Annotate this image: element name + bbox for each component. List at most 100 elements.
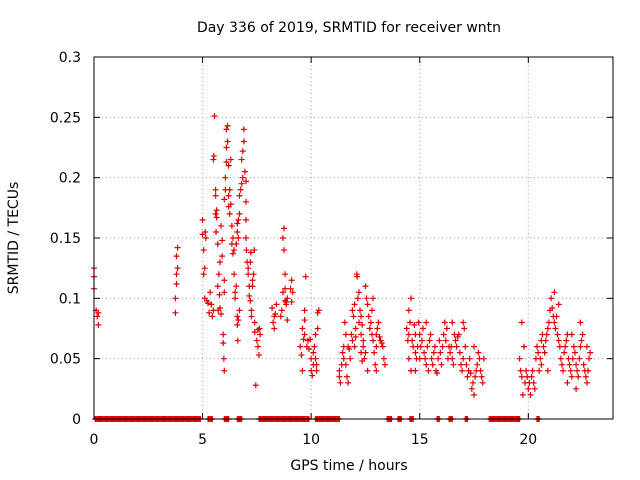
data-point <box>245 271 252 278</box>
data-point <box>345 379 352 386</box>
data-point <box>302 273 309 280</box>
data-point <box>360 343 367 350</box>
data-point <box>235 317 242 324</box>
data-point <box>421 349 428 356</box>
data-point <box>235 235 242 241</box>
data-point <box>350 313 357 320</box>
data-point <box>311 343 318 350</box>
data-point <box>233 283 240 290</box>
data-point <box>219 237 226 244</box>
data-point <box>243 198 250 205</box>
data-point <box>542 337 549 344</box>
data-point <box>417 343 424 350</box>
data-point <box>362 283 369 290</box>
chart-title: Day 336 of 2019, SRMTID for receiver wnt… <box>197 20 501 36</box>
data-point <box>405 355 412 362</box>
data-point <box>223 144 230 151</box>
data-point <box>220 339 227 346</box>
data-point <box>249 283 256 290</box>
data-point <box>95 309 102 316</box>
data-point <box>441 319 448 326</box>
data-point <box>283 298 290 305</box>
data-point <box>551 289 558 296</box>
data-point <box>224 138 231 145</box>
data-point <box>538 361 545 368</box>
data-point <box>423 361 430 368</box>
data-point <box>225 162 232 169</box>
data-point <box>342 331 349 338</box>
data-point <box>301 307 308 314</box>
data-point <box>455 331 462 338</box>
data-point <box>447 349 454 356</box>
data-point <box>358 313 365 320</box>
data-point <box>243 216 250 223</box>
data-point <box>568 331 575 338</box>
data-point <box>531 385 538 392</box>
data-point <box>277 313 284 320</box>
data-point <box>314 325 321 332</box>
data-point <box>281 247 288 254</box>
data-point <box>216 304 223 311</box>
data-point <box>256 352 263 359</box>
data-point <box>227 201 234 208</box>
data-point <box>471 343 478 350</box>
data-point <box>544 325 551 332</box>
data-point <box>535 349 542 356</box>
data-point <box>370 337 377 344</box>
data-point <box>239 148 246 155</box>
data-point <box>299 367 306 374</box>
data-point <box>205 300 212 307</box>
data-point <box>352 325 359 332</box>
data-point <box>288 277 295 284</box>
data-point <box>423 319 430 326</box>
y-axis-label: SRMTID / TECUs <box>6 182 22 295</box>
data-point <box>220 355 227 362</box>
data-point <box>475 349 482 356</box>
data-point <box>578 337 585 344</box>
data-point <box>580 361 587 368</box>
data-point <box>463 361 470 368</box>
data-point <box>536 367 543 374</box>
data-point <box>342 361 349 368</box>
data-point <box>355 319 362 326</box>
data-point <box>358 349 365 356</box>
data-point <box>214 283 221 290</box>
data-point <box>173 280 180 287</box>
data-point <box>211 113 218 120</box>
data-point <box>219 253 226 260</box>
data-point <box>312 355 319 362</box>
data-point <box>577 343 584 350</box>
data-point <box>479 379 486 386</box>
data-point <box>364 367 371 374</box>
data-point <box>248 307 255 314</box>
x-tick-label: 10 <box>302 432 320 448</box>
data-point <box>556 343 563 350</box>
data-point <box>272 311 279 318</box>
data-point <box>247 249 254 256</box>
data-point <box>461 325 468 332</box>
data-point <box>310 349 317 356</box>
data-point <box>237 186 244 193</box>
data-point <box>351 301 358 308</box>
data-point <box>243 178 250 185</box>
data-point <box>544 367 551 374</box>
data-point <box>555 301 562 308</box>
data-point <box>173 253 180 260</box>
data-point <box>518 373 525 380</box>
data-point <box>250 271 257 278</box>
data-point <box>279 289 286 296</box>
data-point <box>336 367 343 374</box>
data-point <box>336 373 343 380</box>
data-point <box>576 355 583 362</box>
data-point <box>449 319 456 326</box>
data-point <box>245 265 252 272</box>
data-point <box>373 367 380 374</box>
data-point <box>340 355 347 362</box>
data-point <box>543 331 550 338</box>
data-point <box>403 325 410 332</box>
data-point <box>94 313 101 320</box>
data-point <box>436 337 443 344</box>
data-point <box>301 331 308 338</box>
data-point <box>218 311 225 318</box>
